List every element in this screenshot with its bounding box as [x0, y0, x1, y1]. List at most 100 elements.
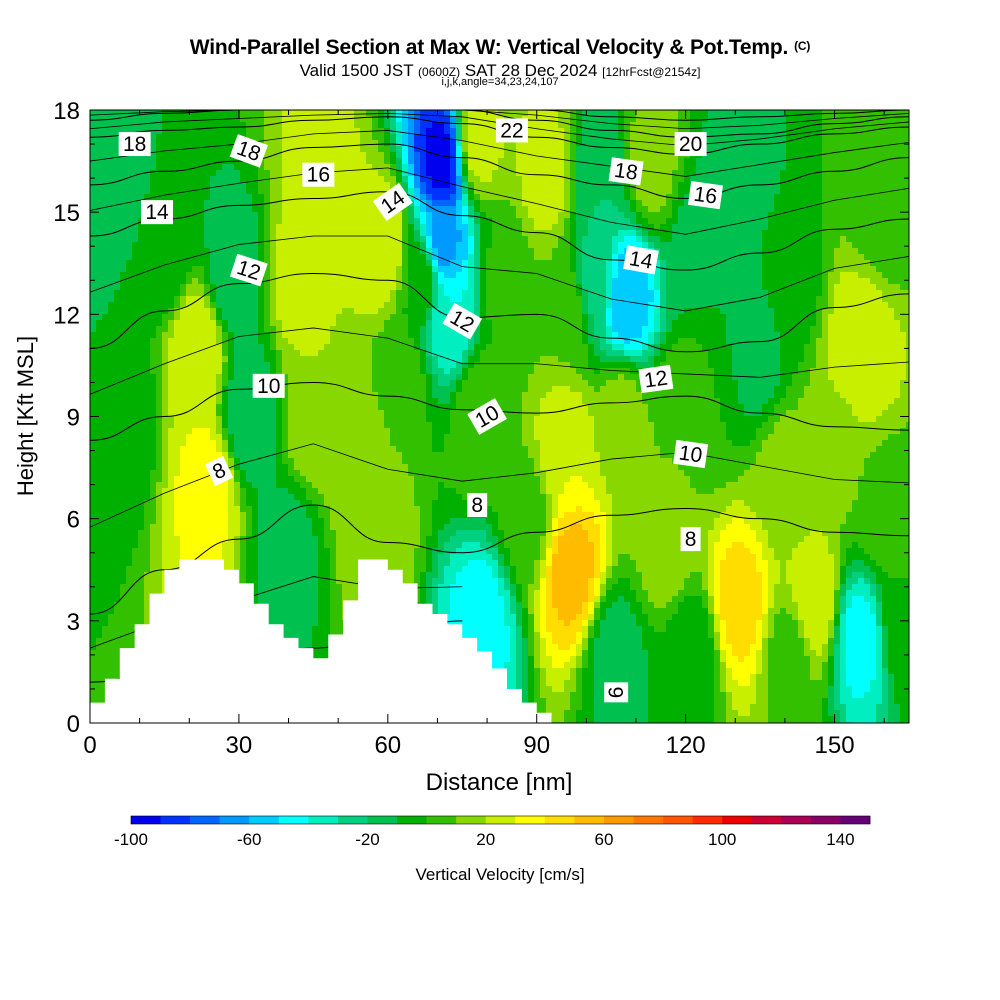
- velocity-cell: [276, 266, 283, 273]
- velocity-cell: [378, 296, 385, 303]
- velocity-cell: [198, 176, 205, 183]
- valid-date: SAT 28 Dec 2024: [464, 61, 598, 80]
- velocity-cell: [96, 188, 103, 195]
- velocity-cell: [174, 494, 181, 501]
- velocity-cell: [366, 320, 373, 327]
- velocity-cell: [366, 512, 373, 519]
- velocity-cell: [180, 254, 187, 261]
- velocity-cell: [90, 662, 97, 669]
- velocity-cell: [228, 236, 235, 243]
- velocity-cell: [264, 362, 271, 369]
- velocity-cell: [306, 518, 313, 525]
- velocity-cell: [324, 578, 331, 585]
- velocity-cell: [372, 134, 379, 141]
- velocity-cell: [246, 374, 253, 381]
- velocity-cell: [324, 284, 331, 291]
- velocity-cell: [210, 434, 217, 441]
- velocity-cell: [372, 410, 379, 417]
- velocity-cell: [96, 218, 103, 225]
- velocity-cell: [240, 410, 247, 417]
- velocity-cell: [204, 212, 211, 219]
- velocity-cell: [336, 500, 343, 507]
- velocity-cell: [186, 296, 193, 303]
- velocity-cell: [222, 248, 229, 255]
- velocity-cell: [114, 596, 121, 603]
- velocity-cell: [114, 272, 121, 279]
- velocity-cell: [288, 230, 295, 237]
- velocity-cell: [186, 506, 193, 513]
- velocity-cell: [228, 434, 235, 441]
- velocity-cell: [150, 224, 157, 231]
- velocity-cell: [312, 326, 319, 333]
- velocity-cell: [342, 548, 349, 555]
- velocity-cell: [360, 314, 367, 321]
- velocity-cell: [330, 518, 337, 525]
- velocity-cell: [258, 566, 265, 573]
- velocity-cell: [216, 548, 223, 555]
- velocity-cell: [312, 518, 319, 525]
- velocity-cell: [294, 422, 301, 429]
- velocity-cell: [348, 200, 355, 207]
- velocity-cell: [342, 302, 349, 309]
- velocity-cell: [192, 332, 199, 339]
- velocity-cell: [222, 482, 229, 489]
- velocity-cell: [282, 200, 289, 207]
- velocity-cell: [288, 248, 295, 255]
- velocity-cell: [132, 278, 139, 285]
- velocity-cell: [306, 188, 313, 195]
- velocity-cell: [276, 608, 283, 615]
- velocity-cell: [330, 494, 337, 501]
- velocity-cell: [198, 170, 205, 177]
- velocity-cell: [216, 488, 223, 495]
- velocity-cell: [276, 158, 283, 165]
- velocity-cell: [276, 308, 283, 315]
- velocity-cell: [312, 344, 319, 351]
- velocity-cell: [336, 422, 343, 429]
- velocity-cell: [192, 374, 199, 381]
- velocity-cell: [168, 440, 175, 447]
- velocity-cell: [120, 368, 127, 375]
- velocity-cell: [312, 500, 319, 507]
- velocity-cell: [240, 356, 247, 363]
- velocity-cell: [192, 482, 199, 489]
- velocity-cell: [114, 488, 121, 495]
- velocity-cell: [204, 170, 211, 177]
- velocity-cell: [354, 524, 361, 531]
- velocity-cell: [294, 182, 301, 189]
- velocity-cell: [354, 152, 361, 159]
- velocity-cell: [126, 296, 133, 303]
- velocity-cell: [90, 266, 97, 273]
- velocity-cell: [102, 326, 109, 333]
- velocity-cell: [348, 494, 355, 501]
- velocity-cell: [366, 344, 373, 351]
- velocity-cell: [108, 266, 115, 273]
- velocity-cell: [90, 398, 97, 405]
- velocity-cell: [312, 650, 319, 657]
- velocity-cell: [324, 602, 331, 609]
- velocity-cell: [192, 446, 199, 453]
- velocity-cell: [96, 440, 103, 447]
- velocity-cell: [234, 194, 241, 201]
- velocity-cell: [222, 260, 229, 267]
- velocity-cell: [306, 494, 313, 501]
- velocity-cell: [132, 314, 139, 321]
- velocity-cell: [156, 224, 163, 231]
- velocity-cell: [270, 428, 277, 435]
- velocity-cell: [342, 164, 349, 171]
- velocity-cell: [162, 146, 169, 153]
- velocity-cell: [336, 530, 343, 537]
- velocity-cell: [156, 344, 163, 351]
- velocity-cell: [306, 146, 313, 153]
- velocity-cell: [264, 560, 271, 567]
- velocity-cell: [300, 356, 307, 363]
- velocity-cell: [180, 218, 187, 225]
- velocity-cell: [216, 308, 223, 315]
- velocity-cell: [186, 440, 193, 447]
- velocity-cell: [222, 242, 229, 249]
- velocity-cell: [204, 356, 211, 363]
- velocity-cell: [354, 548, 361, 555]
- velocity-cell: [138, 476, 145, 483]
- velocity-cell: [132, 344, 139, 351]
- velocity-cell: [372, 506, 379, 513]
- velocity-cell: [276, 116, 283, 123]
